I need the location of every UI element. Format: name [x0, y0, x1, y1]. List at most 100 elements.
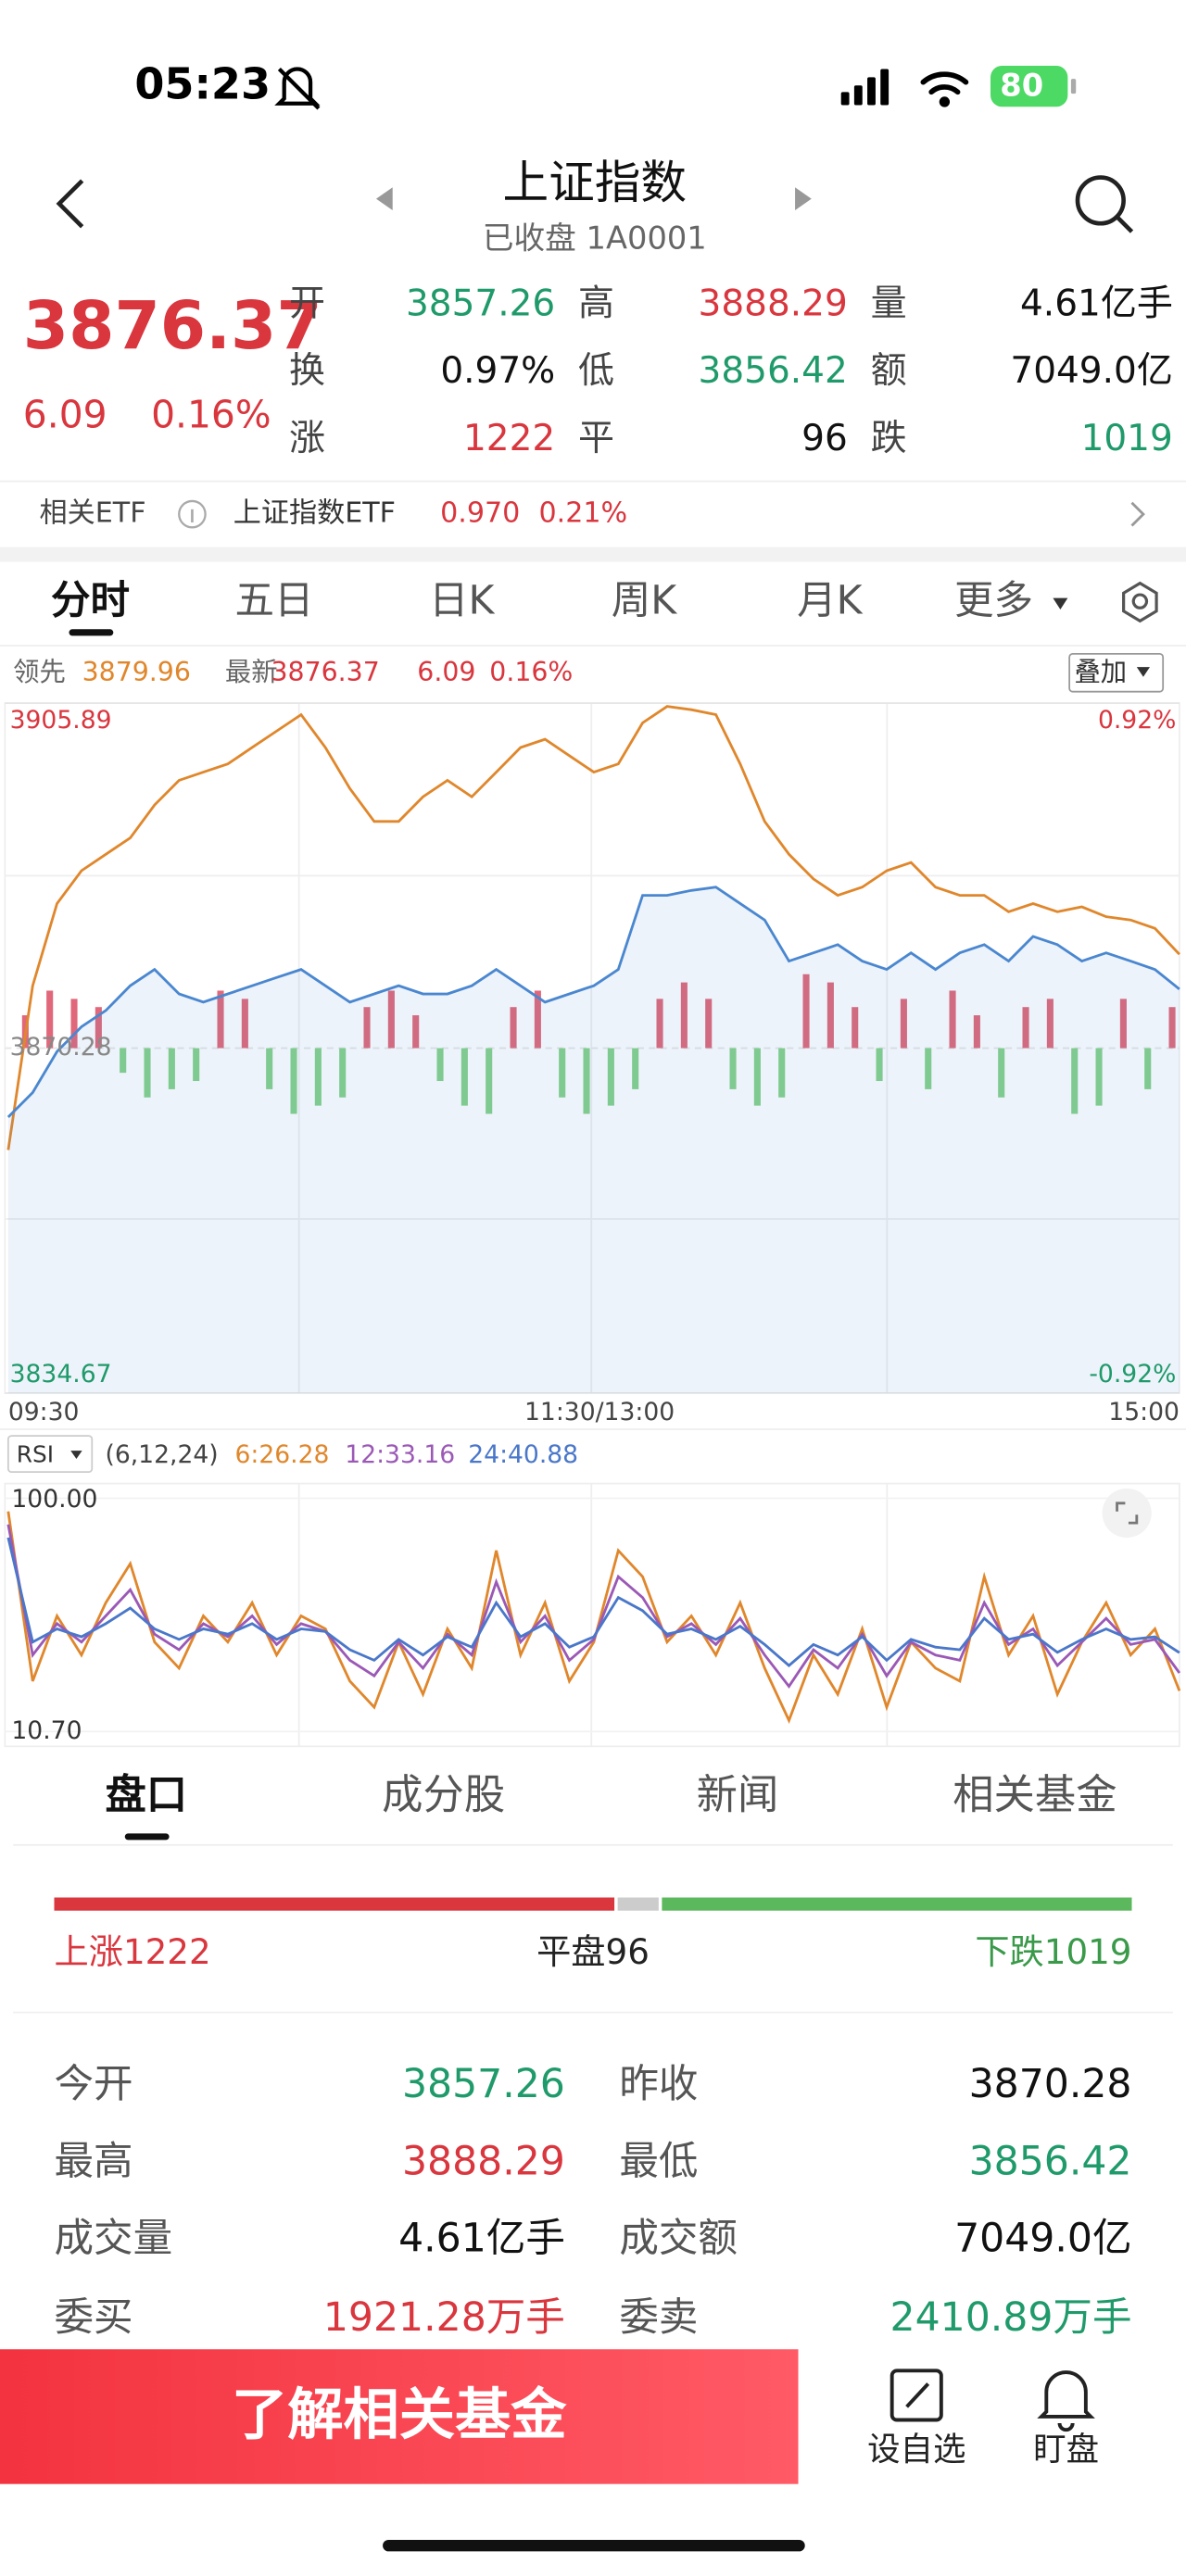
chart-tab[interactable]: 分时 — [51, 578, 130, 623]
etf-label: 相关ETF — [40, 497, 146, 530]
table-label: 委卖 — [619, 2295, 698, 2341]
expand-bg — [1102, 1488, 1152, 1539]
back-button[interactable] — [56, 179, 84, 229]
change-bar — [1119, 999, 1127, 1049]
flat-label: 平盘 — [536, 1930, 605, 1971]
detail-tab[interactable]: 相关基金 — [953, 1771, 1117, 1818]
flat: 平盘96 — [536, 1930, 650, 1971]
rsi-legend: 24:40.88 — [468, 1440, 578, 1469]
etf-percent: 0.21% — [538, 497, 627, 530]
change-bar — [266, 1048, 273, 1089]
field-label: 量 — [871, 283, 907, 324]
etf-row[interactable]: 相关ETF 上证指数ETF 0.970 0.21% — [40, 497, 1145, 530]
field-value: 3856.42 — [699, 350, 848, 392]
indicator-selector[interactable] — [6, 1435, 94, 1474]
rsi-chart: 6:26.28 12:33.16 24:40.88 10.70 100.00 — [4, 1440, 1181, 1748]
change-bar — [826, 982, 834, 1049]
table-label: 成交量 — [55, 2217, 173, 2262]
prev-arrow[interactable] — [375, 187, 393, 211]
settings-icon[interactable] — [1122, 581, 1158, 623]
intraday-chart: 3834.67 3870.28 3905.89 -0.92% 0.92% 09:30 11:… — [0, 702, 1186, 1430]
change-bar — [241, 999, 248, 1049]
monitor-action[interactable]: 盯盘 — [1033, 2370, 1099, 2469]
rsi-line — [6, 1524, 1181, 1690]
change-bar — [120, 1048, 127, 1074]
detail-tabs: 盘口 成分股 新闻 相关基金 — [105, 1771, 1117, 1818]
chart-tab[interactable]: 月K — [797, 578, 864, 623]
action-label: 盯盘 — [1033, 2431, 1099, 2469]
action-area — [798, 2349, 1186, 2484]
fund-button[interactable]: 了解相关基金 — [0, 2349, 799, 2484]
y2-tick-label: 0.92% — [1098, 706, 1176, 735]
change-bar — [852, 1007, 859, 1049]
table-value: 3857.26 — [402, 2062, 565, 2107]
legend-percent: 0.16% — [489, 657, 573, 687]
battery — [990, 65, 1068, 107]
detail-tab[interactable]: 成分股 — [382, 1771, 505, 1818]
change-bar — [656, 999, 663, 1049]
expand-button[interactable] — [1102, 1488, 1152, 1539]
watchlist-action[interactable]: 设自选 — [867, 2369, 965, 2469]
legend-value: 3879.96 — [82, 657, 191, 687]
change-bar — [290, 1048, 297, 1114]
detail-tab[interactable]: 新闻 — [697, 1771, 779, 1818]
field-value: 0.97% — [440, 350, 555, 392]
field-label: 低 — [578, 350, 614, 392]
flat-count: 96 — [606, 1930, 650, 1971]
action-label: 设自选 — [867, 2431, 965, 2469]
indicator-caret — [70, 1451, 82, 1459]
table-label: 成交额 — [619, 2217, 738, 2262]
chart-tabs: 分时 五日 日K 周K 月K 更多 — [51, 578, 1033, 623]
chart-tab[interactable]: 五日 — [235, 578, 314, 623]
search-button[interactable] — [1075, 175, 1134, 233]
field-value: 3857.26 — [406, 283, 555, 324]
change-bar — [436, 1048, 444, 1082]
change-bar — [900, 999, 907, 1049]
down-label: 下跌 — [975, 1930, 1043, 1971]
change-bar — [925, 1048, 932, 1089]
down-count: 1019 — [1044, 1930, 1132, 1971]
field-label: 平 — [578, 418, 614, 459]
down: 下跌1019 — [975, 1930, 1131, 1971]
status-time: 05:23 — [134, 58, 271, 108]
field-label: 涨 — [289, 418, 325, 459]
change-bar — [729, 1048, 737, 1089]
change-bar — [876, 1048, 883, 1082]
chart-tab[interactable]: 日K — [429, 578, 496, 623]
field-value: 3888.29 — [699, 283, 848, 324]
detail-tab[interactable]: 盘口 — [105, 1771, 187, 1818]
table-label: 委买 — [55, 2295, 133, 2341]
change-bar — [534, 990, 541, 1049]
x-tick-label: 11:30/13:00 — [524, 1398, 675, 1426]
table-value: 1921.28万手 — [323, 2295, 565, 2341]
table-value: 3856.42 — [969, 2139, 1132, 2184]
market-breadth: 上涨1222 平盘96 下跌1019 — [54, 1897, 1131, 1971]
field-value: 4.61亿手 — [1020, 283, 1173, 324]
overlay-button[interactable]: 叠加 — [1068, 653, 1165, 693]
chart-tab[interactable]: 更多 — [954, 578, 1033, 623]
tab-underline — [69, 629, 114, 636]
chart-tab[interactable]: 周K — [612, 578, 678, 623]
change-bar — [949, 990, 956, 1049]
bell-icon — [1037, 2370, 1095, 2432]
expand-icon — [1116, 1502, 1139, 1525]
table-value: 7049.0亿 — [954, 2217, 1131, 2262]
change-bar — [46, 990, 54, 1049]
y-tick-label: 3870.28 — [10, 1033, 112, 1062]
rsi-line — [6, 1511, 1181, 1724]
up-segment — [54, 1897, 615, 1911]
change-bar — [1071, 1048, 1079, 1114]
change-bar — [70, 999, 78, 1049]
edit-icon — [890, 2369, 943, 2422]
change-bar — [998, 1048, 1005, 1098]
field-label: 开 — [289, 283, 325, 324]
change-bar — [412, 1015, 420, 1049]
change-bar — [1095, 1048, 1103, 1106]
x-tick-label: 15:00 — [1108, 1398, 1180, 1426]
next-arrow[interactable] — [795, 187, 812, 211]
change-bar — [510, 1007, 517, 1049]
y-tick-label: 3905.89 — [10, 706, 112, 735]
info-icon — [178, 499, 207, 529]
